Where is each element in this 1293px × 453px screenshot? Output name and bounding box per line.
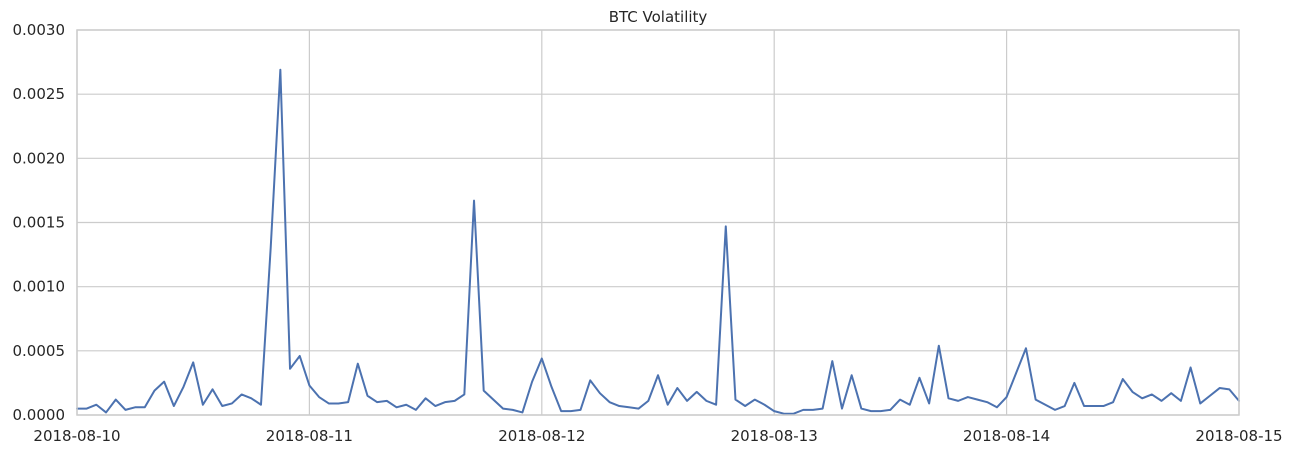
x-tick-label: 2018-08-15 (1195, 427, 1282, 445)
x-tick-label: 2018-08-12 (498, 427, 585, 445)
x-tick-labels: 2018-08-10 2018-08-11 2018-08-12 2018-08-13… (33, 427, 1282, 445)
x-tick-label: 2018-08-10 (33, 427, 120, 445)
y-tick-label: 0.0025 (13, 85, 66, 103)
series-group (76, 68, 1240, 415)
y-tick-label: 0.0015 (13, 214, 66, 232)
plot-frame (76, 29, 1240, 416)
y-tick-label: 0.0000 (13, 406, 66, 424)
chart-title: BTC Volatility (609, 8, 708, 26)
y-tick-labels: 0.0000 0.0005 0.0010 0.0015 0.0020 0.0025 0.00… (13, 21, 66, 424)
y-tick-label: 0.0005 (13, 342, 66, 360)
y-tick-label: 0.0030 (13, 21, 66, 39)
series-line-volatility (76, 68, 1240, 415)
y-tick-label: 0.0010 (13, 278, 66, 296)
y-tick-label: 0.0020 (13, 149, 66, 167)
x-tick-label: 2018-08-13 (731, 427, 818, 445)
x-tick-label: 2018-08-11 (266, 427, 353, 445)
grid-lines (76, 29, 1240, 416)
x-tick-label: 2018-08-14 (963, 427, 1050, 445)
